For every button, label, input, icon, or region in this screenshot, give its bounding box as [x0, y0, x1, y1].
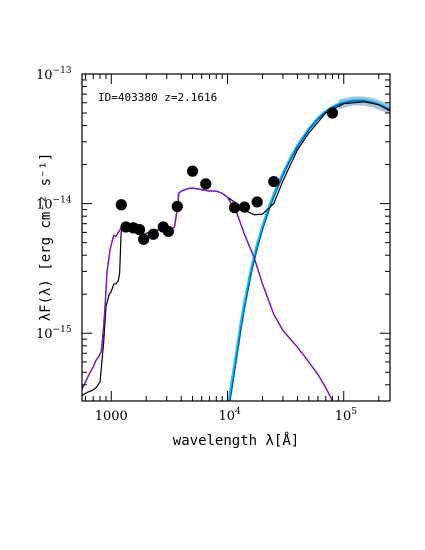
model-curves — [82, 96, 390, 401]
chart-annotation: ID=403380 z=2.1616 — [98, 91, 217, 104]
dust-component-line — [229, 100, 390, 401]
photometry-point-10 — [186, 165, 199, 177]
photometry-point-13 — [238, 201, 251, 213]
photometry-point-8 — [162, 225, 174, 238]
y-tick-label: 10−14 — [36, 196, 72, 213]
x-tick-label: 104 — [219, 407, 242, 424]
photometry-point-14 — [251, 196, 263, 208]
y-tick-label: 10−15 — [36, 325, 72, 342]
photometry-point-15 — [268, 175, 280, 188]
photometry-point-9 — [171, 200, 183, 213]
photometry-point-1 — [115, 199, 127, 211]
x-axis-title: wavelength λ[Å] — [173, 432, 299, 449]
photometry-point-12 — [228, 202, 241, 214]
y-tick-label: 10−13 — [36, 66, 72, 83]
photometry-point-5 — [138, 233, 150, 245]
dust-component-alt-line — [227, 98, 390, 401]
total-model-line — [82, 187, 334, 401]
y-axis-title: λF(λ) [erg cm⁻² s⁻¹] — [38, 153, 54, 322]
x-tick-label: 105 — [335, 407, 358, 424]
photometry-points — [115, 107, 339, 245]
x-tick-label: 1000 — [95, 409, 128, 424]
photometry-point-4 — [133, 224, 146, 236]
photometry-point-11 — [200, 178, 212, 190]
plot-frame — [81, 73, 391, 402]
photometry-point-6 — [147, 228, 159, 240]
axis-tick-labels: 1000 104 105 10−15 10−14 10−13 — [36, 66, 357, 424]
axis-ticks — [82, 73, 390, 402]
photometry-point-16 — [326, 107, 339, 119]
